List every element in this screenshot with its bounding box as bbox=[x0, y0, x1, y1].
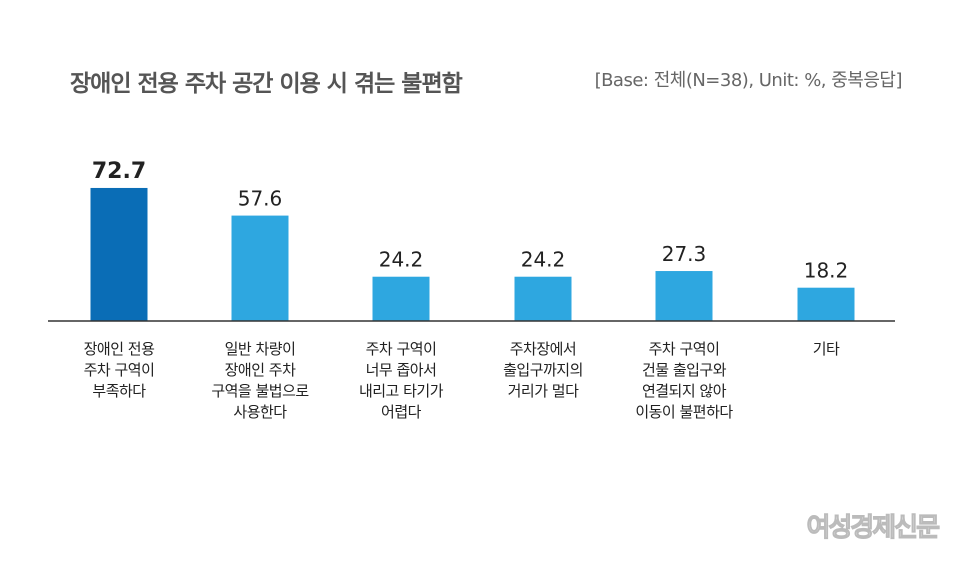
bar bbox=[231, 215, 289, 321]
bar bbox=[372, 276, 430, 321]
bar bbox=[514, 276, 572, 321]
data-label: 24.2 bbox=[521, 248, 566, 272]
data-label: 18.2 bbox=[804, 259, 849, 283]
bar bbox=[90, 187, 148, 321]
data-label: 27.3 bbox=[662, 242, 707, 266]
category-label: 주차장에서 출입구까지의 거리가 멀다 bbox=[503, 340, 583, 400]
category-label: 기타 bbox=[812, 340, 840, 358]
category-label: 주차 구역이 건물 출입구와 연결되지 않아 이동이 불편하다 bbox=[635, 340, 733, 421]
bar bbox=[655, 271, 713, 321]
category-label: 일반 차량이 장애인 주차 구역을 불법으로 사용한다 bbox=[211, 340, 309, 421]
watermark-logo: 여성경제신문 bbox=[806, 513, 941, 544]
chart-subtitle: [Base: 전체(N=38), Unit: %, 중복응답] bbox=[594, 70, 903, 91]
chart-title: 장애인 전용 주차 공간 이용 시 겪는 불편함 bbox=[70, 71, 463, 97]
category-label: 장애인 전용 주차 구역이 부족하다 bbox=[83, 340, 155, 400]
category-label: 주차 구역이 너무 좁아서 내리고 타기가 어렵다 bbox=[358, 340, 444, 421]
bar bbox=[797, 287, 855, 321]
data-label: 57.6 bbox=[238, 187, 283, 211]
data-label: 72.7 bbox=[92, 159, 146, 184]
data-label: 24.2 bbox=[379, 248, 424, 272]
